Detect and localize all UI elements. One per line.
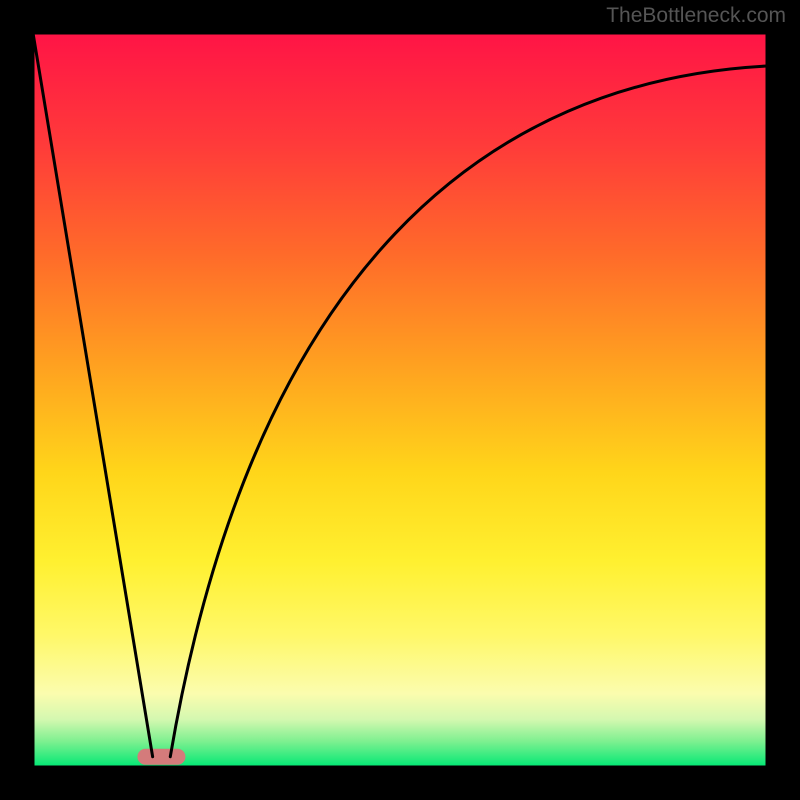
chart-container: TheBottleneck.com (0, 0, 800, 800)
bottleneck-chart (0, 0, 800, 800)
target-marker (137, 749, 185, 765)
plot-area (33, 33, 767, 767)
watermark-text: TheBottleneck.com (606, 4, 786, 28)
